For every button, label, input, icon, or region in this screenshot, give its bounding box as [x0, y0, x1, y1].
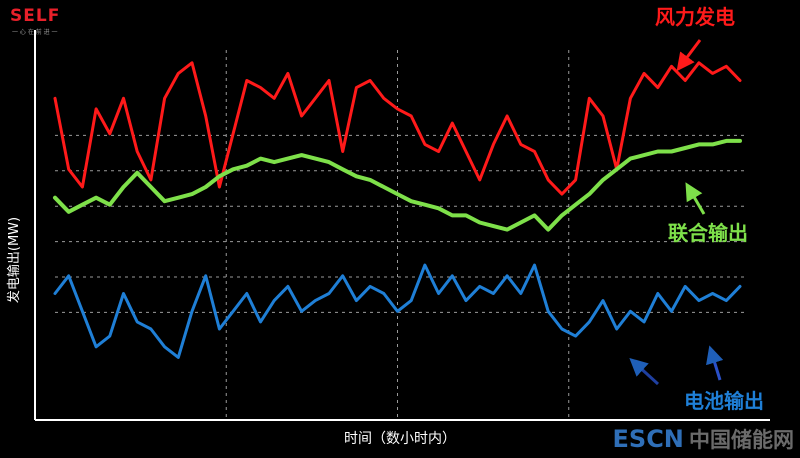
label-combined: 联合输出 — [668, 221, 748, 245]
arrow-wind — [676, 39, 702, 72]
series-layer — [53, 61, 742, 359]
watermark-en: ESCN — [612, 425, 684, 453]
self-logo: SELF — [10, 6, 61, 26]
label-wind: 风力发电 — [655, 5, 735, 29]
watermark-cn: 中国储能网 — [689, 428, 794, 452]
x-axis-label: 时间（数小时内） — [344, 431, 456, 447]
label-battery: 电池输出 — [684, 389, 764, 413]
escn-watermark: ESCN 中国储能网 — [613, 424, 794, 454]
arrow-battery-2 — [629, 357, 660, 386]
arrow-combined — [685, 182, 706, 215]
series-line-0 — [53, 61, 742, 196]
series-line-1 — [53, 138, 742, 232]
arrow-battery — [706, 345, 724, 381]
grid-lines — [55, 50, 745, 418]
logo-slogan: 一 心 在 前 进 一 — [12, 29, 58, 36]
series-line-2 — [53, 263, 742, 359]
y-axis-label: 发电输出(MW) — [6, 217, 22, 303]
